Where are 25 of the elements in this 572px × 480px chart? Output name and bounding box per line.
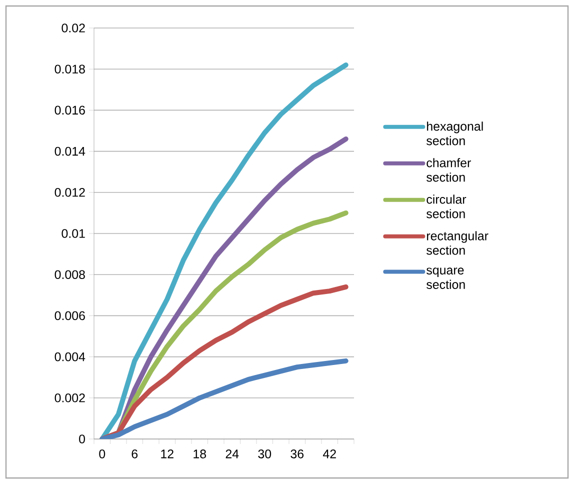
y-tick-label: 0.002 xyxy=(54,394,85,402)
legend-label: circular section xyxy=(426,194,466,218)
y-tick-label: 0.018 xyxy=(54,64,85,74)
y-tick-label: 0.01 xyxy=(62,229,85,238)
x-tick-label: 42 xyxy=(322,450,336,458)
legend-label: chamfer section xyxy=(426,158,471,182)
y-tick-label: 0 xyxy=(79,434,85,444)
legend-label: square section xyxy=(426,268,465,289)
x-tick-label: 12 xyxy=(161,450,174,458)
x-tick-label: 24 xyxy=(226,450,239,458)
y-tick-label: 0.016 xyxy=(54,106,85,115)
legend-label: hexagonal section xyxy=(426,122,483,146)
y-tick-label: 0.004 xyxy=(54,352,86,362)
legend-label: rectangular section xyxy=(426,231,488,255)
y-tick-label: 0.008 xyxy=(54,270,85,280)
y-tick-label: 0.014 xyxy=(54,146,86,156)
x-tick-label: 30 xyxy=(258,450,272,458)
x-tick-label: 36 xyxy=(290,450,304,458)
y-tick-label: 0.006 xyxy=(54,311,85,320)
x-tick-label: 6 xyxy=(132,450,138,458)
x-tick-label: 0 xyxy=(99,450,106,458)
y-tick-label: 0.012 xyxy=(54,188,85,197)
x-tick-label: 18 xyxy=(194,450,206,458)
y-tick-label: 0.02 xyxy=(62,24,85,32)
line-series xyxy=(100,284,348,439)
